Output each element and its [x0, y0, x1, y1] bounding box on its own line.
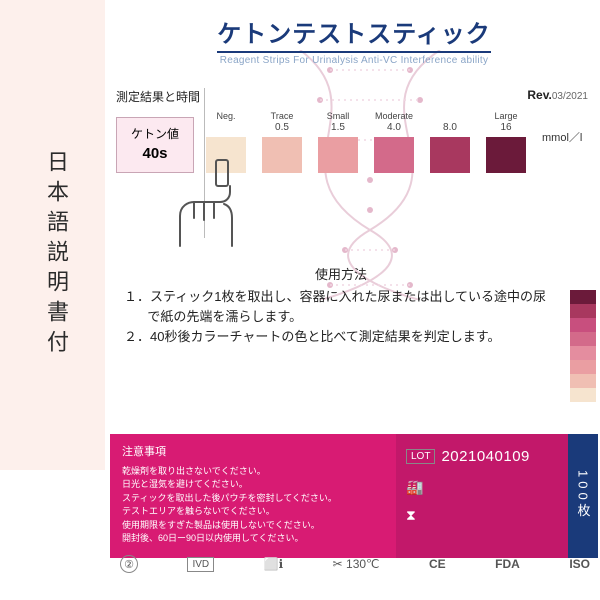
chart-header-left: 測定結果と時間 [116, 88, 200, 105]
usage-block: 使用方法 １．スティック1枚を取出し、容器に入れた尿または出している途中の尿で紙… [110, 265, 598, 348]
swatch-color [318, 137, 358, 173]
swatch-top-label: Neg. [216, 111, 235, 122]
swatch-top-label: Small [327, 111, 350, 122]
side-swatch [570, 346, 596, 360]
side-swatch [570, 374, 596, 388]
swatch-color [430, 137, 470, 173]
caution-line: 使用期限をすぎた製品は使用しないでください。 [122, 519, 384, 533]
swatch-value: 8.0 [443, 122, 457, 134]
certification-row: ② IVD ⬜ℹ ✂ 130℃ CE FDA ISO [120, 555, 590, 573]
caution-text: 注意事項 乾燥剤を取り出さないでください。日光と湿気を避けてください。スティック… [110, 434, 396, 558]
side-swatch [570, 304, 596, 318]
swatch-top-label: Trace [271, 111, 294, 122]
chart-rev: Rev.03/2021 [527, 88, 588, 105]
side-swatch [570, 318, 596, 332]
swatch-value: 4.0 [387, 122, 401, 134]
cert-manual-icon: ⬜ℹ [264, 557, 284, 571]
cert-ivd: IVD [187, 557, 214, 572]
swatch-color [262, 137, 302, 173]
side-swatch [570, 290, 596, 304]
side-swatch [570, 388, 596, 402]
vertical-label: 日本語説明書付 [40, 150, 72, 360]
swatch-col: Small1.5 [314, 111, 362, 173]
cert-ce: CE [429, 557, 446, 571]
lot-panel: LOT 2021040109 🏭 ⧗ [396, 434, 568, 558]
caution-line: テストエリアを触らないでください。 [122, 505, 384, 519]
swatch-col: Large16 [482, 111, 530, 173]
factory-icon: 🏭 [406, 479, 423, 495]
swatch-value: 0.5 [275, 122, 289, 134]
usage-line-1: １．スティック1枚を取出し、容器に入れた尿または出している途中の尿で紙の先端を濡… [124, 287, 558, 327]
unit-label: mmol／l [542, 129, 582, 145]
cert-iso: ISO [569, 557, 590, 571]
usage-title: 使用方法 [124, 265, 558, 285]
usage-line-2: ２．40秒後カラーチャートの色と比べて測定結果を判定します。 [124, 327, 558, 347]
title-en: Reagent Strips For Urinalysis Anti-VC In… [110, 55, 598, 66]
lot-number: 2021040109 [441, 448, 529, 465]
swatch-col: Trace0.5 [258, 111, 306, 173]
side-swatch [570, 332, 596, 346]
cert-fda: FDA [495, 557, 520, 571]
hourglass-icon: ⧗ [406, 507, 416, 523]
qty-strip: 100枚 [568, 434, 598, 558]
title-jp: ケトンテストスティック [217, 14, 491, 53]
swatch-col: Moderate4.0 [370, 111, 418, 173]
caution-line: 乾燥剤を取り出さないでください。 [122, 465, 384, 479]
swatch-value: 16 [500, 122, 511, 134]
hand-icon [160, 158, 250, 248]
swatch-color [486, 137, 526, 173]
swatch-value: 1.5 [331, 122, 345, 134]
lot-label: LOT [406, 449, 435, 464]
title-block: ケトンテストスティック Reagent Strips For Urinalysi… [110, 14, 598, 66]
caution-line: 日光と湿気を避けてください。 [122, 478, 384, 492]
swatch-top-label: Moderate [375, 111, 413, 122]
main-panel: ケトンテストスティック Reagent Strips For Urinalysi… [110, 0, 598, 348]
caution-panel: 注意事項 乾燥剤を取り出さないでください。日光と湿気を避けてください。スティック… [110, 434, 598, 558]
swatch-top-label: Large [494, 111, 517, 122]
cert-temp-icon: ✂ 130℃ [333, 557, 380, 571]
color-chart: 測定結果と時間 Rev.03/2021 ケトン値 40s Neg.Trace0.… [110, 88, 598, 173]
lot-symbols: 🏭 ⧗ [406, 479, 558, 524]
swatch-col: 8.0 [426, 111, 474, 173]
caution-line: スティックを取出した後パウチを密封してください。 [122, 492, 384, 506]
caution-line: 開封後、60日ー90日以内使用してください。 [122, 532, 384, 546]
side-swatch-strip [570, 290, 596, 402]
side-swatch [570, 360, 596, 374]
ketone-label: ケトン値 [131, 126, 179, 143]
swatch-color [374, 137, 414, 173]
cert-recycle: ② [120, 555, 138, 573]
caution-header: 注意事項 [122, 444, 384, 461]
